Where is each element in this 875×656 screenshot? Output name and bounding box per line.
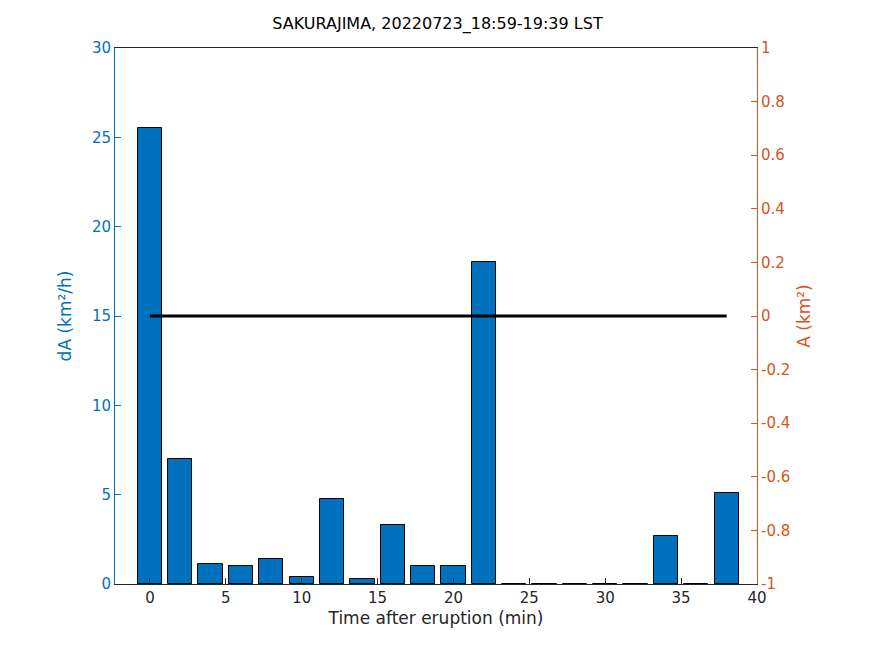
svg-text:10: 10 (292, 589, 311, 607)
svg-text:15: 15 (368, 589, 387, 607)
svg-text:0.8: 0.8 (761, 93, 785, 111)
svg-text:-1: -1 (761, 575, 776, 593)
svg-text:30: 30 (92, 39, 111, 57)
svg-text:SAKURAJIMA, 20220723_18:59-19:: SAKURAJIMA, 20220723_18:59-19:39 LST (272, 14, 603, 34)
svg-text:20: 20 (92, 218, 111, 236)
svg-text:-0.6: -0.6 (761, 468, 790, 486)
svg-text:5: 5 (221, 589, 231, 607)
svg-text:0.2: 0.2 (761, 254, 785, 272)
svg-text:0: 0 (145, 589, 155, 607)
svg-text:25: 25 (520, 589, 539, 607)
svg-text:0: 0 (761, 307, 771, 325)
svg-text:-0.4: -0.4 (761, 414, 790, 432)
svg-text:-0.2: -0.2 (761, 361, 790, 379)
svg-text:20: 20 (444, 589, 463, 607)
svg-text:0.4: 0.4 (761, 200, 785, 218)
svg-text:35: 35 (672, 589, 691, 607)
svg-text:15: 15 (92, 307, 111, 325)
svg-text:A (km²): A (km²) (794, 284, 814, 348)
svg-text:1: 1 (761, 39, 771, 57)
svg-text:30: 30 (596, 589, 615, 607)
svg-text:Time after eruption (min): Time after eruption (min) (328, 608, 544, 628)
svg-text:0.6: 0.6 (761, 146, 785, 164)
svg-text:-0.8: -0.8 (761, 522, 790, 540)
svg-text:10: 10 (92, 397, 111, 415)
svg-text:5: 5 (101, 486, 111, 504)
svg-text:dA (km²/h): dA (km²/h) (55, 271, 75, 362)
svg-text:25: 25 (92, 129, 111, 147)
svg-text:40: 40 (747, 589, 766, 607)
svg-text:0: 0 (101, 575, 111, 593)
